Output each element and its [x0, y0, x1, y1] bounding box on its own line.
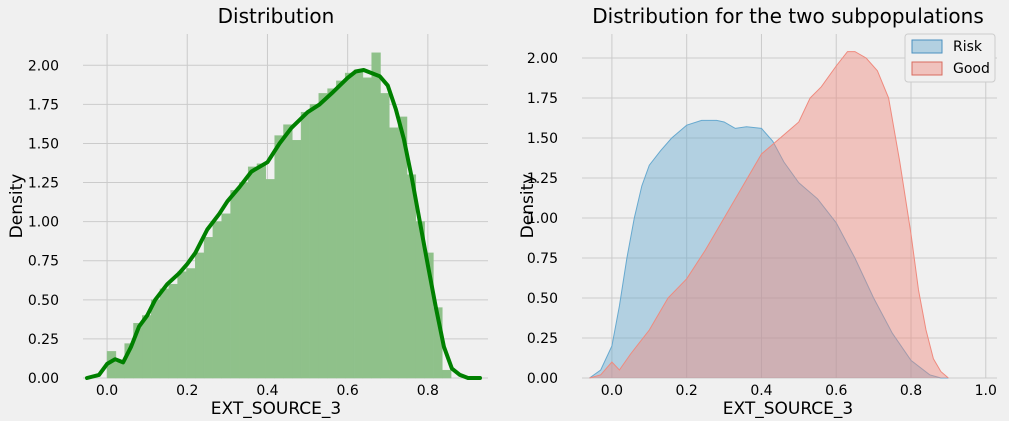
histogram-bar: [327, 88, 337, 379]
y-axis-label: Density: [518, 174, 538, 239]
histogram-bar: [203, 237, 214, 379]
y-tick-label: 1.00: [28, 215, 59, 231]
x-tick-label: 0.2: [176, 383, 198, 399]
y-tick-label: 1.25: [28, 176, 59, 192]
kde-area-risk: [589, 120, 949, 379]
y-tick-label: 0.75: [527, 251, 558, 267]
x-axis-label: EXT_SOURCE_3: [211, 399, 341, 419]
histogram-bar: [186, 268, 196, 379]
histogram-bar: [159, 288, 170, 379]
legend-swatch-good: [911, 61, 943, 76]
histogram-bar: [406, 174, 417, 379]
histogram-bar: [239, 182, 249, 379]
histogram-bar: [256, 163, 267, 379]
y-tick-label: 0.00: [527, 371, 558, 387]
histogram-bar: [336, 80, 346, 379]
kde-area-good: [589, 51, 949, 378]
y-tick-label: 1.75: [28, 97, 59, 113]
histogram-bar: [371, 52, 381, 379]
y-tick-label: 0.50: [527, 291, 558, 307]
x-tick-label: 0.4: [256, 383, 278, 399]
histogram-bar: [344, 72, 355, 379]
x-tick-label: 0.6: [337, 383, 359, 399]
x-tick-label: 1.0: [975, 383, 997, 399]
y-tick-label: 0.25: [527, 331, 558, 347]
y-tick-label: 1.50: [527, 131, 558, 147]
y-tick-label: 2.00: [28, 58, 59, 74]
y-tick-label: 1.50: [28, 136, 59, 152]
x-axis-label: EXT_SOURCE_3: [723, 399, 853, 419]
histogram-bar: [177, 271, 187, 379]
chart-subpopulations: 0.0 0.2 0.4 0.6 0.8 1.0 0.00 0.25 0.50 0.75 1.00 1…: [518, 4, 997, 419]
legend-label-risk: Risk: [953, 39, 983, 55]
x-tick-label: 0.4: [750, 383, 772, 399]
y-tick-label: 0.50: [28, 293, 59, 309]
x-tick-label: 0.0: [96, 383, 118, 399]
histogram-bar: [230, 190, 240, 379]
y-tick-label: 0.75: [28, 254, 59, 270]
kde-line-risk: [589, 119, 949, 379]
y-tick-label: 1.25: [527, 171, 558, 187]
histogram-bar: [212, 221, 222, 379]
histogram-bar: [168, 283, 178, 379]
x-tick-label: 0.2: [676, 383, 698, 399]
histogram-bar: [142, 315, 152, 379]
legend-label-good: Good: [953, 61, 990, 77]
x-tick-label: 0.6: [825, 383, 847, 399]
histogram-bar: [247, 166, 258, 379]
histogram-bar: [389, 127, 399, 379]
histogram-bar: [300, 111, 311, 379]
y-tick-label: 1.00: [527, 211, 558, 227]
histogram-bar: [353, 69, 364, 379]
histogram-bar: [283, 124, 293, 379]
chart-title: Distribution: [218, 4, 335, 28]
histogram-bar: [274, 135, 284, 379]
kde-line-good: [589, 51, 949, 379]
histogram-bar: [362, 77, 372, 379]
histogram-bar: [318, 93, 328, 379]
y-tick-label: 0.25: [28, 332, 59, 348]
x-tick-label: 0.8: [417, 383, 439, 399]
legend: Risk Good: [904, 33, 996, 83]
histogram-bar: [221, 213, 231, 379]
kde-line: [85, 68, 482, 380]
y-tick-label: 2.00: [527, 51, 558, 67]
y-tick-label: 1.75: [527, 91, 558, 107]
y-axis-label: Density: [7, 174, 27, 239]
chart-distribution: 0.0 0.2 0.4 0.6 0.8 0.00 0.25 0.50 0.75 1.00 1.25…: [7, 4, 488, 419]
histogram-bar: [292, 140, 302, 379]
histogram-bar: [150, 299, 161, 379]
legend-frame: [904, 33, 996, 83]
plot-area: [582, 34, 997, 378]
histogram-bar: [115, 362, 125, 379]
x-tick-label: 0.0: [601, 383, 623, 399]
histogram-bar: [265, 179, 275, 379]
histogram-bar: [195, 252, 205, 379]
histogram-bar: [309, 104, 320, 379]
histogram-bar: [380, 93, 390, 379]
chart-title: Distribution for the two subpopulations: [592, 4, 984, 28]
x-tick-label: 0.8: [900, 383, 922, 399]
y-tick-label: 0.00: [28, 371, 59, 387]
histogram-bar: [442, 369, 452, 379]
legend-swatch-risk: [911, 39, 943, 54]
